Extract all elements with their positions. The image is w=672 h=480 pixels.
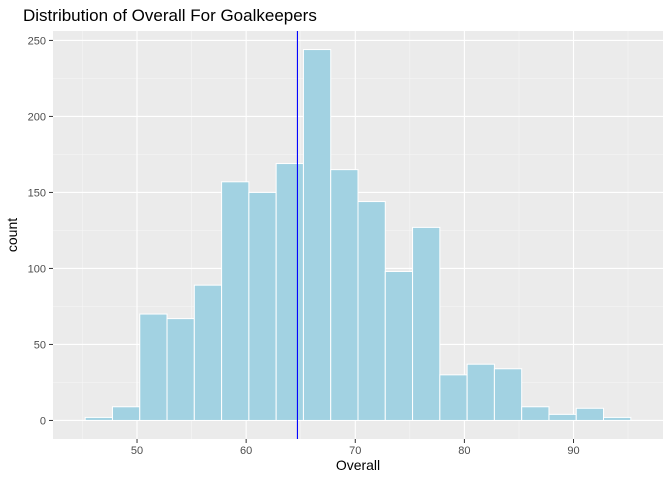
histogram-bar (521, 406, 550, 421)
histogram-bar (466, 363, 495, 421)
histogram-bar (548, 413, 577, 421)
histogram-bar (412, 226, 441, 421)
histogram-bar (603, 416, 632, 421)
histogram-bar (384, 270, 414, 421)
histogram-bar (84, 416, 113, 421)
x-tick-label: 50 (131, 445, 143, 457)
y-tick-label: 200 (28, 111, 46, 123)
x-tick-label: 80 (458, 445, 470, 457)
histogram-bar (302, 49, 332, 421)
histogram-bar (275, 163, 304, 421)
x-tick-label: 90 (567, 445, 579, 457)
y-tick-label: 50 (34, 339, 46, 351)
histogram-bar (439, 374, 468, 421)
y-tick-label: 0 (40, 415, 46, 427)
x-axis-title: Overall (336, 457, 380, 473)
x-axis: 50 60 70 80 90 (131, 439, 580, 457)
y-axis: 0 50 100 150 200 250 (28, 35, 53, 427)
x-tick-label: 60 (240, 445, 252, 457)
histogram-bar (575, 407, 605, 421)
histogram-bar (330, 169, 359, 421)
chart-title: Distribution of Overall For Goalkeepers (23, 6, 317, 25)
y-tick-label: 100 (28, 263, 46, 275)
y-tick-label: 250 (28, 35, 46, 47)
histogram-bar (193, 284, 223, 421)
y-tick-label: 150 (28, 187, 46, 199)
histogram-bar (493, 368, 523, 421)
histogram-bar (357, 201, 386, 421)
x-tick-label: 70 (349, 445, 361, 457)
histogram-bars (84, 49, 632, 421)
histogram-bar (221, 181, 250, 421)
y-axis-title: count (4, 218, 20, 252)
histogram-bar (248, 191, 277, 421)
histogram-bar (111, 406, 141, 421)
histogram-bar (166, 318, 195, 421)
histogram-bar (139, 313, 168, 421)
